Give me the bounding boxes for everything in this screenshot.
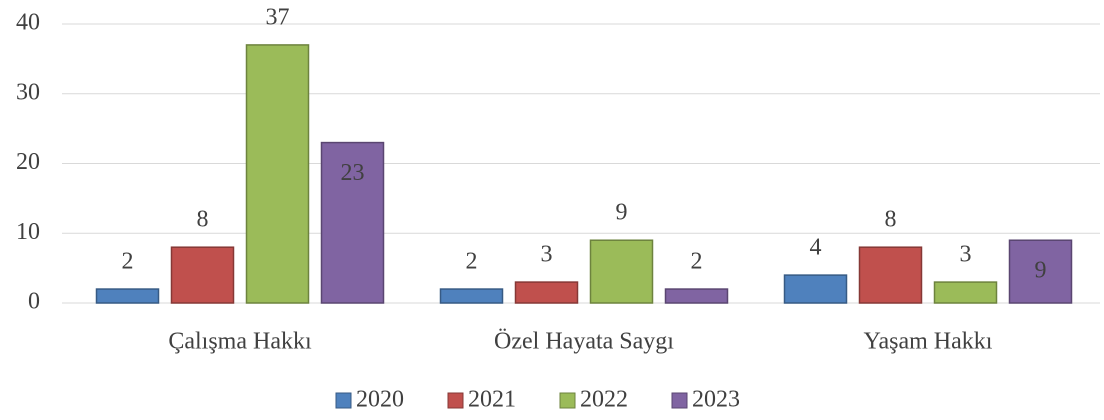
data-label: 8: [197, 207, 209, 233]
y-tick-label: 10: [16, 219, 40, 245]
y-tick-label: 20: [16, 149, 40, 175]
legend-swatch: [559, 392, 576, 409]
bar: [589, 239, 654, 304]
data-label: 3: [960, 242, 972, 268]
bar: [439, 288, 504, 304]
data-label: 8: [885, 207, 897, 233]
data-label: 2: [466, 249, 478, 275]
x-tick-label: Yaşam Hakkı: [864, 329, 993, 355]
bar: [245, 44, 310, 304]
data-label: 3: [541, 242, 553, 268]
bar: [933, 281, 998, 304]
bar: [664, 288, 729, 304]
bar: [170, 246, 235, 304]
y-tick-label: 0: [28, 289, 40, 315]
legend-swatch: [447, 392, 464, 409]
data-label: 9: [1035, 258, 1047, 284]
legend-label: 2020: [356, 387, 404, 413]
data-label: 2: [122, 249, 134, 275]
legend-label: 2022: [580, 387, 628, 413]
y-tick-label: 30: [16, 79, 40, 105]
data-label: 37: [266, 4, 290, 30]
bar: [1008, 239, 1073, 304]
data-label: 23: [341, 160, 365, 186]
bar: [858, 246, 923, 304]
x-tick-label: Çalışma Hakkı: [168, 329, 312, 355]
data-label: 4: [810, 235, 822, 261]
data-label: 2: [691, 249, 703, 275]
bar: [514, 281, 579, 304]
bar: [320, 141, 385, 304]
bar: [783, 274, 848, 304]
legend-swatch: [671, 392, 688, 409]
legend-swatch: [335, 392, 352, 409]
bar: [95, 288, 160, 304]
data-label: 9: [616, 200, 628, 226]
legend-label: 2021: [468, 387, 516, 413]
y-tick-label: 40: [16, 10, 40, 36]
x-tick-label: Özel Hayata Saygı: [494, 329, 674, 355]
legend-label: 2023: [692, 387, 740, 413]
